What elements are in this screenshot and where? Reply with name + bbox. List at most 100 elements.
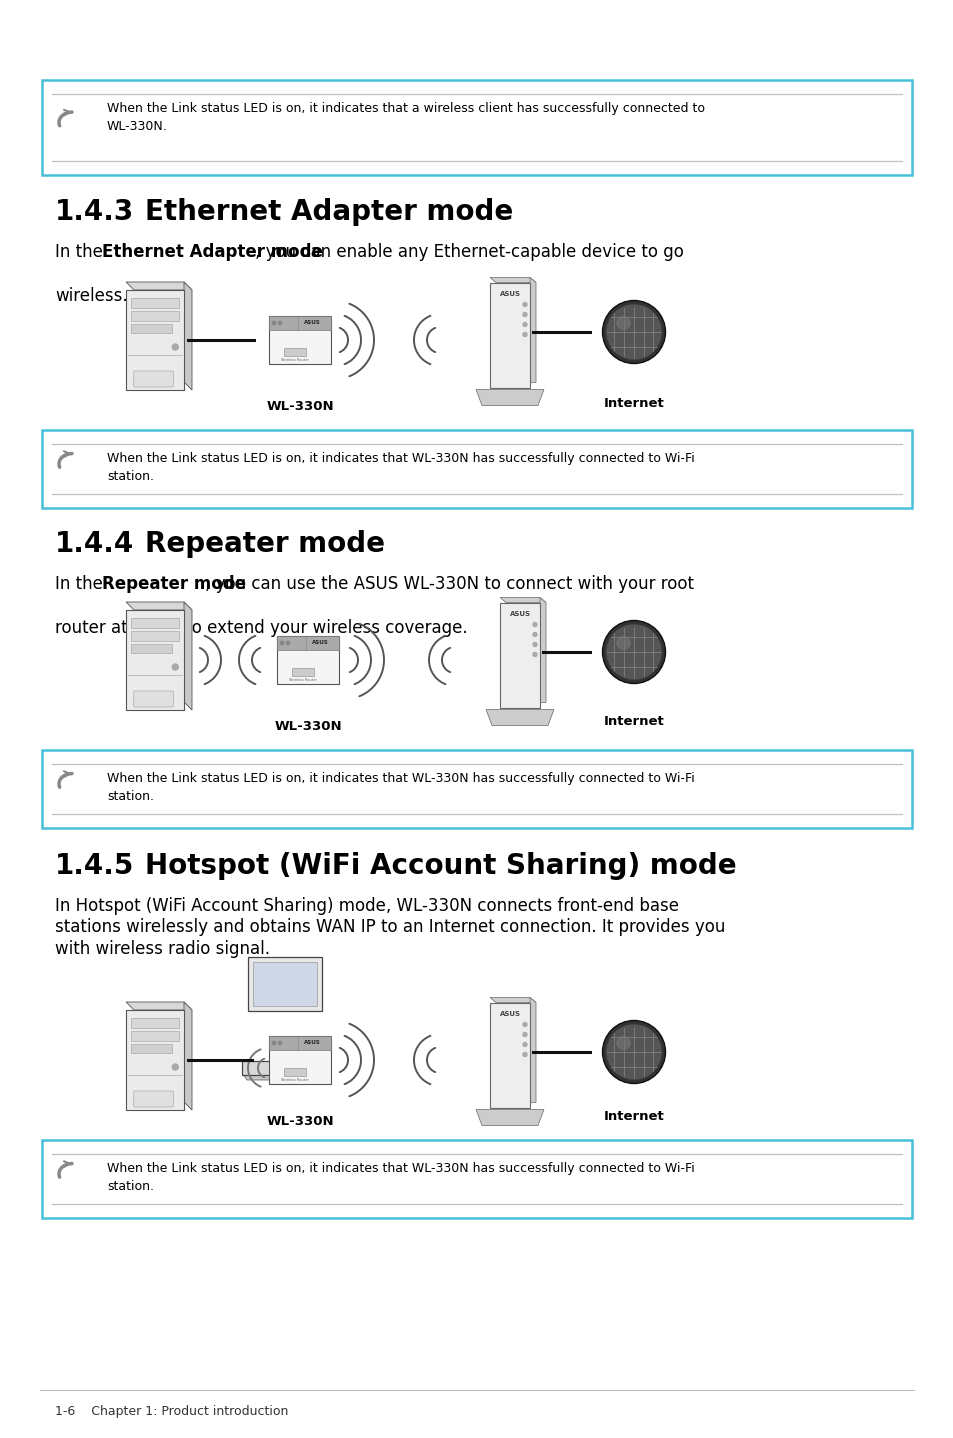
- FancyBboxPatch shape: [42, 751, 911, 828]
- Circle shape: [603, 1022, 663, 1081]
- Circle shape: [272, 1041, 275, 1045]
- Text: with wireless radio signal.: with wireless radio signal.: [55, 940, 270, 958]
- Circle shape: [522, 1032, 526, 1037]
- Circle shape: [602, 621, 665, 683]
- FancyBboxPatch shape: [276, 636, 338, 684]
- Circle shape: [606, 626, 660, 679]
- Text: , you can enable any Ethernet-capable device to go: , you can enable any Ethernet-capable de…: [254, 243, 683, 262]
- Text: ASUS: ASUS: [499, 1011, 520, 1018]
- Circle shape: [272, 321, 275, 325]
- FancyBboxPatch shape: [132, 311, 178, 321]
- Circle shape: [602, 1021, 665, 1083]
- Text: Wireless Router: Wireless Router: [289, 677, 316, 682]
- FancyBboxPatch shape: [132, 644, 172, 653]
- Circle shape: [522, 1043, 526, 1047]
- Circle shape: [278, 1041, 281, 1045]
- Polygon shape: [490, 278, 536, 282]
- FancyBboxPatch shape: [42, 81, 911, 175]
- FancyBboxPatch shape: [132, 1031, 178, 1041]
- FancyBboxPatch shape: [253, 962, 316, 1007]
- Circle shape: [522, 332, 526, 336]
- Circle shape: [617, 1037, 629, 1050]
- Text: When the Link status LED is on, it indicates that a wireless client has successf: When the Link status LED is on, it indic…: [107, 102, 704, 132]
- Circle shape: [617, 316, 629, 329]
- Circle shape: [602, 301, 665, 364]
- FancyBboxPatch shape: [242, 1061, 328, 1076]
- Text: WL-330N: WL-330N: [266, 400, 334, 413]
- Text: ASUS: ASUS: [499, 292, 520, 298]
- FancyBboxPatch shape: [276, 636, 338, 650]
- Text: WL-330N: WL-330N: [266, 1114, 334, 1127]
- Circle shape: [278, 321, 281, 325]
- Text: Ethernet Adapter mode: Ethernet Adapter mode: [102, 243, 322, 262]
- Polygon shape: [184, 1002, 192, 1110]
- Text: wireless.: wireless.: [55, 288, 128, 305]
- FancyBboxPatch shape: [284, 1068, 306, 1076]
- Text: Repeater mode: Repeater mode: [145, 531, 385, 558]
- Polygon shape: [490, 998, 536, 1002]
- Circle shape: [522, 322, 526, 326]
- FancyBboxPatch shape: [269, 1035, 331, 1050]
- Circle shape: [172, 664, 178, 670]
- Polygon shape: [126, 1002, 192, 1009]
- Text: Repeater mode: Repeater mode: [102, 575, 246, 592]
- Text: When the Link status LED is on, it indicates that WL-330N has successfully conne: When the Link status LED is on, it indic…: [107, 452, 694, 483]
- Circle shape: [603, 302, 663, 362]
- Text: Wireless Router: Wireless Router: [281, 358, 309, 362]
- Circle shape: [606, 305, 660, 360]
- Polygon shape: [539, 598, 545, 703]
- FancyBboxPatch shape: [490, 1002, 530, 1107]
- Circle shape: [172, 1064, 178, 1070]
- Circle shape: [603, 623, 663, 682]
- FancyBboxPatch shape: [42, 430, 911, 508]
- Circle shape: [522, 1022, 526, 1027]
- Text: 1.4.5: 1.4.5: [55, 851, 134, 880]
- Text: Internet: Internet: [603, 715, 663, 728]
- Text: WL-330N: WL-330N: [274, 720, 341, 733]
- FancyBboxPatch shape: [126, 1009, 184, 1110]
- FancyBboxPatch shape: [132, 1044, 172, 1053]
- Text: 1.4.4: 1.4.4: [55, 531, 134, 558]
- FancyBboxPatch shape: [132, 324, 172, 334]
- Text: , you can use the ASUS WL-330N to connect with your root: , you can use the ASUS WL-330N to connec…: [205, 575, 693, 592]
- FancyBboxPatch shape: [269, 316, 331, 329]
- FancyBboxPatch shape: [499, 603, 539, 707]
- Text: Internet: Internet: [603, 1110, 663, 1123]
- Polygon shape: [243, 1074, 331, 1080]
- FancyBboxPatch shape: [269, 1035, 331, 1084]
- Circle shape: [533, 633, 537, 637]
- FancyBboxPatch shape: [126, 610, 184, 710]
- Circle shape: [280, 641, 283, 644]
- Text: ASUS: ASUS: [303, 321, 320, 325]
- Polygon shape: [530, 998, 536, 1103]
- Polygon shape: [126, 282, 192, 290]
- Circle shape: [533, 623, 537, 627]
- FancyBboxPatch shape: [133, 692, 173, 707]
- Text: ASUS: ASUS: [303, 1041, 320, 1045]
- Text: Internet: Internet: [603, 397, 663, 410]
- FancyBboxPatch shape: [132, 1018, 178, 1028]
- Polygon shape: [485, 709, 554, 726]
- Circle shape: [606, 1025, 660, 1078]
- Polygon shape: [126, 603, 192, 610]
- FancyBboxPatch shape: [133, 1091, 173, 1107]
- Text: Wireless Router: Wireless Router: [281, 1078, 309, 1081]
- FancyBboxPatch shape: [42, 1140, 911, 1218]
- Text: 1-6    Chapter 1: Product introduction: 1-6 Chapter 1: Product introduction: [55, 1405, 288, 1418]
- FancyBboxPatch shape: [133, 371, 173, 387]
- Text: router at home to extend your wireless coverage.: router at home to extend your wireless c…: [55, 618, 467, 637]
- Text: Ethernet Adapter mode: Ethernet Adapter mode: [145, 198, 513, 226]
- Text: In the: In the: [55, 243, 108, 262]
- Text: Hotspot (WiFi Account Sharing) mode: Hotspot (WiFi Account Sharing) mode: [145, 851, 736, 880]
- Circle shape: [533, 643, 537, 647]
- FancyBboxPatch shape: [292, 669, 314, 676]
- Polygon shape: [499, 598, 545, 603]
- FancyBboxPatch shape: [132, 631, 178, 641]
- Circle shape: [172, 344, 178, 349]
- FancyBboxPatch shape: [248, 958, 322, 1011]
- FancyBboxPatch shape: [132, 298, 178, 308]
- Text: ASUS: ASUS: [509, 611, 530, 617]
- Polygon shape: [476, 1110, 543, 1126]
- Text: When the Link status LED is on, it indicates that WL-330N has successfully conne: When the Link status LED is on, it indic…: [107, 1162, 694, 1194]
- Text: stations wirelessly and obtains WAN IP to an Internet connection. It provides yo: stations wirelessly and obtains WAN IP t…: [55, 917, 724, 936]
